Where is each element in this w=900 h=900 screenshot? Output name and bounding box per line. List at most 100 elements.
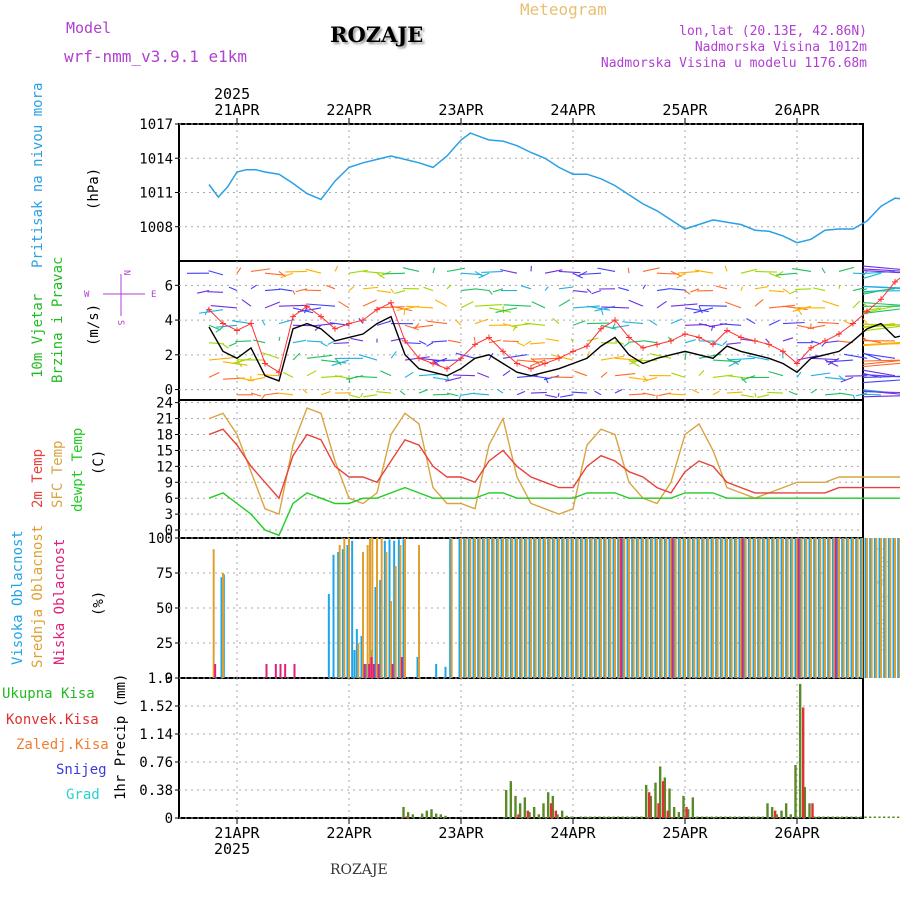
cloud-bar-mid bbox=[740, 538, 742, 678]
cloud-bar-high bbox=[845, 538, 848, 678]
cloud-low-label: Niska Oblacnost bbox=[52, 539, 68, 665]
wind-arrow bbox=[796, 371, 802, 378]
y-tick-label: 1017 bbox=[139, 117, 173, 133]
wind-gust-marker bbox=[850, 320, 856, 327]
wind-arrow bbox=[292, 339, 307, 344]
wind-arrow bbox=[782, 321, 805, 325]
wind-arrow bbox=[455, 319, 462, 326]
cloud-bar-high bbox=[416, 657, 419, 678]
precip-total-bar bbox=[635, 816, 639, 818]
wind-arrow bbox=[572, 272, 583, 279]
y-tick-label: 25 bbox=[156, 636, 173, 652]
wind-arrow bbox=[768, 272, 781, 279]
wind-arrow bbox=[477, 372, 490, 378]
cloud-bar-mid bbox=[651, 538, 654, 678]
cloud-bar-low bbox=[279, 664, 282, 678]
wind-arrow bbox=[862, 360, 900, 365]
wind-gust-marker bbox=[892, 278, 898, 285]
wind-arrow bbox=[405, 305, 434, 309]
pressure-ylabel: Pritisak na nivou mora bbox=[30, 83, 46, 268]
wind-arrow bbox=[788, 390, 798, 396]
cloud-bar-high bbox=[813, 538, 816, 678]
wind-arrow bbox=[628, 393, 645, 396]
cloud-bar-high bbox=[402, 539, 405, 678]
wind-arrow bbox=[524, 340, 532, 346]
wind-arrow bbox=[360, 392, 364, 398]
top-day-label: 26APR bbox=[774, 101, 820, 119]
wind-gust-marker bbox=[472, 341, 478, 348]
wind-arrow bbox=[740, 268, 757, 274]
cloud-bar-high bbox=[495, 538, 498, 678]
precip-total-bar bbox=[430, 809, 433, 818]
wind-arrow bbox=[775, 270, 784, 278]
cloud-bar-high bbox=[645, 538, 648, 678]
precip-total-bar bbox=[747, 816, 751, 818]
precip-total-bar bbox=[616, 816, 620, 818]
cloud-bar-mid bbox=[553, 538, 556, 678]
cloud-bar-high bbox=[514, 538, 517, 678]
wind-gust-marker bbox=[878, 296, 884, 303]
cloud-bar-mid bbox=[497, 538, 500, 678]
top-day-label: 25APR bbox=[662, 101, 708, 119]
precip-conv-bar bbox=[517, 814, 520, 818]
wind-arrow bbox=[642, 376, 658, 383]
wind-arrow bbox=[727, 357, 756, 361]
cloud-bar-high bbox=[383, 540, 386, 678]
cloud-bar-mid bbox=[581, 538, 584, 678]
wind-arrow bbox=[677, 270, 700, 274]
cloud-bar-mid bbox=[735, 538, 738, 678]
cloud-bar-mid bbox=[576, 538, 579, 678]
wind-arrow bbox=[712, 374, 733, 378]
cloud-bar-high bbox=[565, 538, 568, 678]
wind-ylabel-1: 10m Vjetar bbox=[30, 294, 46, 378]
wind-arrow bbox=[320, 391, 331, 396]
cloud-mid-label: Srednja Oblacnost bbox=[30, 525, 46, 668]
precip-total-bar bbox=[854, 816, 858, 818]
cloud-bar-mid bbox=[469, 538, 472, 678]
wind-arrow bbox=[862, 265, 900, 270]
cloud-bar-mid bbox=[791, 538, 794, 678]
cloud-bar-high bbox=[575, 538, 578, 678]
precip-total-bar bbox=[607, 816, 611, 818]
bottom-year-label: 2025 bbox=[214, 840, 250, 858]
top-day-label: 23APR bbox=[438, 101, 484, 119]
cloud-bar-mid bbox=[530, 538, 532, 678]
wind-arrow bbox=[862, 379, 900, 384]
wind-arrow bbox=[306, 370, 317, 377]
precip-conv-bar bbox=[647, 792, 651, 818]
precip-total-bar bbox=[537, 814, 541, 818]
cloud-bar-high bbox=[491, 538, 494, 678]
wind-arrow bbox=[782, 288, 790, 293]
precip-total-bar bbox=[560, 810, 564, 818]
y-tick-label: 18 bbox=[156, 428, 173, 444]
cloud-bar-high bbox=[570, 538, 573, 678]
precip-total-bar bbox=[439, 814, 443, 818]
wind-arrow bbox=[390, 288, 394, 294]
wind-arrow bbox=[502, 354, 528, 359]
cloud-bar-high bbox=[677, 538, 680, 678]
wind-arrow bbox=[754, 270, 777, 273]
wind-ylabel-2: Brzina i Pravac bbox=[50, 257, 66, 383]
wind-arrow bbox=[862, 290, 900, 292]
cloud-bar-mid bbox=[768, 538, 770, 678]
wind-gust-marker bbox=[458, 355, 464, 362]
cloud-bar-high bbox=[486, 538, 489, 678]
cloud-bar-low bbox=[797, 538, 800, 678]
wind-arrow bbox=[502, 340, 519, 343]
precip-total-bar bbox=[677, 812, 681, 818]
wind-arrow bbox=[524, 322, 546, 326]
cloud-panel bbox=[212, 538, 900, 678]
cloud-bar-high bbox=[789, 538, 792, 678]
cloud-bar-mid bbox=[758, 538, 761, 678]
y-tick-label: 1011 bbox=[139, 186, 173, 202]
wind-arrow bbox=[740, 286, 744, 291]
wind-arrow bbox=[838, 392, 853, 396]
wind-arrow bbox=[250, 268, 271, 272]
wind-arrow bbox=[670, 270, 682, 277]
cloud-bar-high bbox=[771, 538, 774, 678]
cloud-bar-mid bbox=[870, 538, 873, 678]
wind-arrow bbox=[455, 352, 476, 359]
cloud-bar-low bbox=[368, 664, 371, 678]
cloud-bar-mid bbox=[642, 538, 644, 678]
wind-arrow bbox=[728, 359, 742, 367]
